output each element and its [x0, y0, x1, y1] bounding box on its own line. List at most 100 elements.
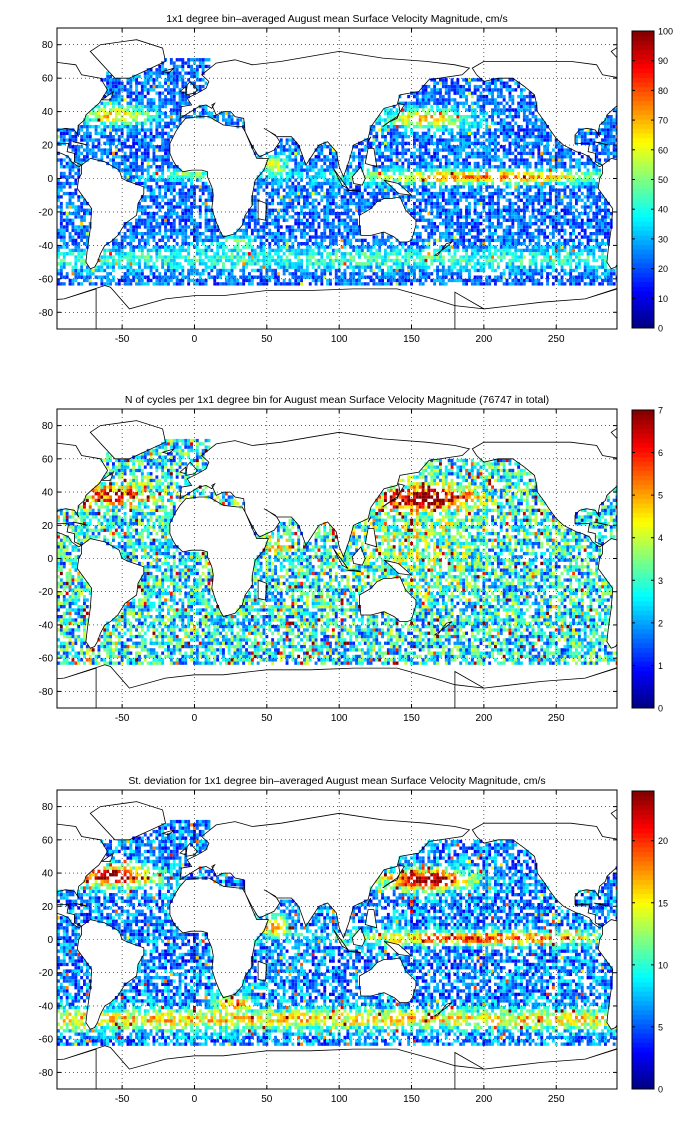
heat-cell	[132, 104, 136, 109]
heat-cell	[155, 115, 159, 119]
heat-cell	[143, 74, 147, 79]
heat-cell	[476, 171, 480, 176]
heat-cell	[201, 238, 205, 243]
heat-cell	[314, 235, 318, 239]
heat-cell	[430, 228, 434, 233]
heat-cell	[271, 161, 275, 166]
heat-cell	[473, 242, 477, 246]
heat-cell	[172, 125, 176, 129]
heat-cell	[146, 171, 150, 176]
heat-cell	[496, 265, 500, 269]
heat-cell	[210, 248, 214, 253]
heat-cell	[74, 265, 78, 269]
heat-cell	[366, 265, 370, 269]
heat-cell	[126, 158, 130, 162]
heat-cell	[305, 255, 309, 259]
heat-cell	[59, 171, 63, 176]
heat-cell	[152, 195, 156, 199]
heat-cell	[473, 88, 477, 92]
heat-cell	[337, 191, 341, 196]
heat-cell	[453, 111, 457, 115]
heat-cell	[74, 255, 78, 259]
heat-cell	[424, 258, 428, 263]
heat-cell	[123, 88, 127, 92]
heat-cell	[375, 252, 379, 256]
heat-cell	[441, 258, 445, 263]
heat-cell	[415, 218, 419, 222]
heat-cell	[106, 115, 110, 119]
heat-cell	[441, 165, 445, 169]
heat-cell	[195, 175, 199, 179]
heat-cell	[398, 258, 402, 263]
heat-cell	[482, 165, 486, 169]
heat-cell	[138, 91, 141, 95]
heat-cell	[169, 245, 173, 249]
heat-cell	[427, 188, 431, 192]
heat-cell	[291, 185, 295, 189]
heat-cell	[143, 131, 147, 136]
heat-cell	[268, 195, 272, 199]
heat-cell	[169, 111, 173, 115]
heat-cell	[164, 225, 167, 229]
heat-cell	[494, 88, 497, 92]
heat-cell	[427, 111, 431, 115]
heat-cell	[204, 225, 208, 229]
heat-cell	[358, 188, 361, 192]
heat-cell	[178, 181, 182, 186]
heat-cell	[248, 272, 251, 276]
heat-cell	[106, 278, 110, 283]
heat-cell	[502, 208, 506, 212]
heat-cell	[169, 108, 173, 112]
heat-cell	[439, 278, 442, 283]
heat-cell	[224, 258, 228, 263]
heat-cell	[59, 228, 63, 233]
heat-cell	[184, 238, 188, 243]
heat-cell	[369, 128, 373, 132]
heat-cell	[297, 145, 301, 149]
heat-cell	[57, 252, 60, 256]
heat-cell	[389, 111, 393, 115]
heat-cell	[132, 141, 136, 146]
heat-cell	[415, 138, 419, 142]
heat-cell	[340, 222, 344, 226]
heat-cell	[85, 131, 89, 136]
heat-cell	[279, 151, 283, 156]
heat-cell	[276, 278, 280, 283]
heat-cell	[117, 262, 121, 266]
heat-cell	[392, 138, 396, 142]
heat-cell	[308, 161, 312, 166]
heat-cell	[181, 255, 185, 259]
heat-cell	[378, 128, 382, 132]
heat-cell	[59, 131, 63, 136]
heat-cell	[317, 171, 321, 176]
heat-cell	[227, 258, 231, 263]
heat-cell	[424, 104, 428, 109]
heat-cell	[305, 252, 309, 256]
heat-cell	[172, 185, 176, 189]
heat-cell	[447, 165, 451, 169]
heat-cell	[195, 74, 199, 79]
heat-cell	[204, 111, 208, 115]
heat-cell	[117, 78, 121, 82]
heat-cell	[314, 205, 318, 209]
heat-cell	[169, 98, 173, 102]
heat-cell	[276, 238, 280, 243]
heat-cell	[233, 275, 237, 279]
heat-cell	[219, 268, 222, 273]
heat-cell	[386, 252, 390, 256]
heat-cell	[91, 272, 95, 276]
heat-cell	[314, 161, 318, 166]
heat-cell	[439, 282, 442, 286]
heat-cell	[120, 161, 124, 166]
heat-cell	[68, 145, 72, 149]
heat-cell	[242, 275, 246, 279]
heat-cell	[355, 252, 358, 256]
heat-cell	[308, 238, 312, 243]
heat-cell	[369, 278, 373, 283]
heat-cell	[126, 242, 130, 246]
heat-cell	[224, 268, 228, 273]
heat-cell	[456, 171, 460, 176]
heat-cell	[259, 181, 263, 186]
heat-cell	[213, 278, 217, 283]
heat-cell	[149, 215, 153, 219]
